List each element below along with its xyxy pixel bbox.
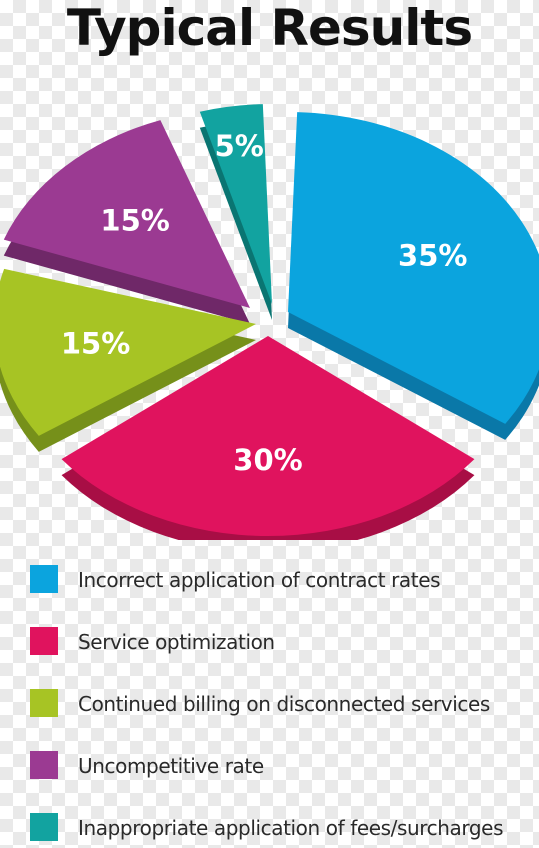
slice-value-label: 5% bbox=[215, 129, 264, 163]
legend-item: Uncompetitive rate bbox=[30, 746, 539, 786]
legend-label: Incorrect application of contract rates bbox=[78, 568, 441, 592]
legend-label: Continued billing on disconnected servic… bbox=[78, 692, 490, 716]
pie-slice bbox=[61, 336, 475, 536]
chart-title: Typical Results bbox=[66, 0, 473, 57]
slice-value-label: 15% bbox=[61, 326, 130, 360]
legend-item: Incorrect application of contract rates bbox=[30, 560, 539, 600]
pie-slice bbox=[288, 112, 539, 424]
legend-swatch bbox=[30, 813, 58, 841]
legend-item: Inappropriate application of fees/surcha… bbox=[30, 808, 539, 848]
legend-swatch bbox=[30, 627, 58, 655]
legend-swatch bbox=[30, 751, 58, 779]
pie-slice bbox=[0, 268, 256, 436]
pie-chart: 35% 30% 15% 15% 5% bbox=[0, 104, 539, 540]
legend-swatch bbox=[30, 689, 58, 717]
slice-value-label: 35% bbox=[398, 239, 467, 273]
legend-label: Uncompetitive rate bbox=[78, 754, 264, 778]
legend-item: Service optimization bbox=[30, 622, 539, 662]
slice-value-label: 30% bbox=[233, 443, 302, 477]
slice-value-label: 15% bbox=[100, 203, 169, 237]
pie-slice bbox=[199, 104, 272, 304]
legend-item: Continued billing on disconnected servic… bbox=[30, 684, 539, 724]
legend-label: Inappropriate application of fees/surcha… bbox=[78, 816, 504, 840]
legend-label: Service optimization bbox=[78, 630, 275, 654]
legend-swatch bbox=[30, 565, 58, 593]
pie-slice bbox=[3, 120, 251, 308]
